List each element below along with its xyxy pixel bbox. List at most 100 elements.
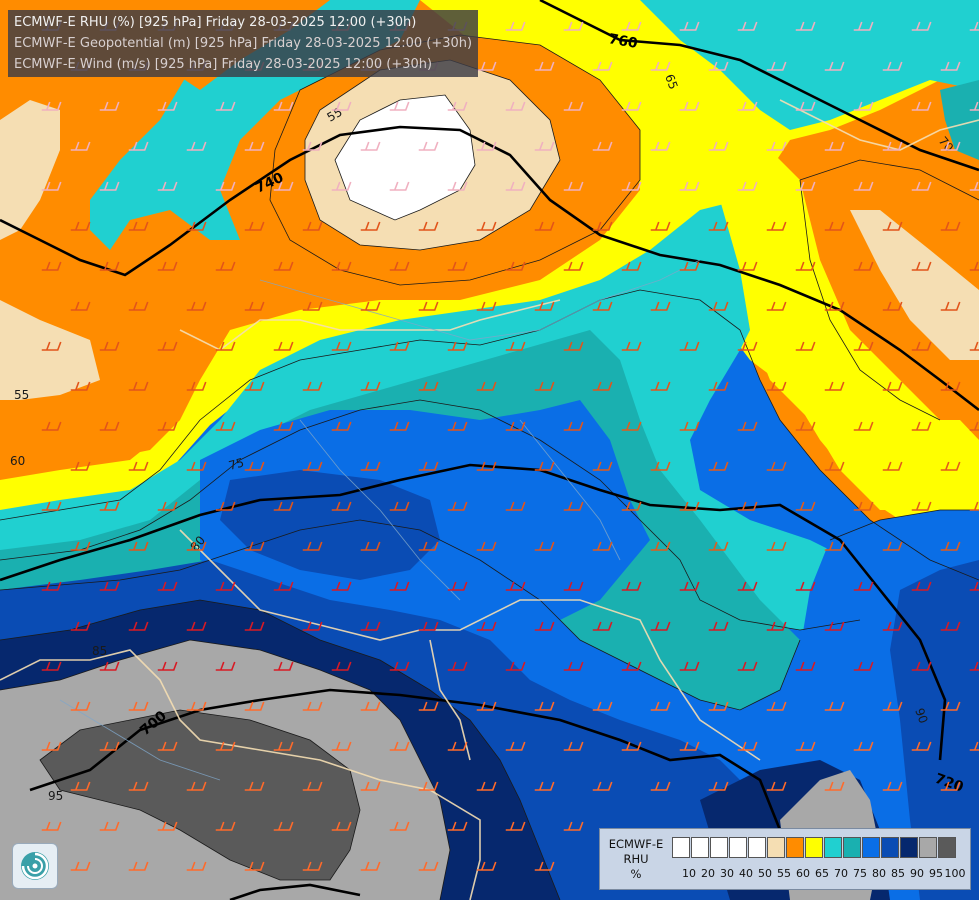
legend-swatch <box>824 837 842 858</box>
wind-barb <box>302 221 323 231</box>
wind-barb <box>969 181 979 191</box>
wind-barb <box>534 221 555 231</box>
wind-barb <box>737 101 758 111</box>
wind-barb <box>911 741 932 751</box>
wind-barb <box>766 621 787 631</box>
wind-barb <box>911 501 932 511</box>
wind-barb <box>563 341 584 351</box>
wind-barb <box>302 381 323 391</box>
wind-barb <box>853 101 874 111</box>
wind-barb <box>128 861 149 871</box>
wind-barb <box>99 421 120 431</box>
wind-barb <box>766 541 787 551</box>
wind-barb <box>563 741 584 751</box>
wind-barb <box>273 741 294 751</box>
wind-barb <box>128 141 149 151</box>
wind-barb <box>302 861 323 871</box>
wind-barb <box>853 341 874 351</box>
wind-barb <box>679 661 700 671</box>
ecmwf-logo <box>12 843 58 889</box>
wind-barb <box>679 501 700 511</box>
wind-barb <box>563 101 584 111</box>
wind-barb <box>650 221 671 231</box>
legend-swatch <box>710 837 728 858</box>
wind-barb <box>824 541 845 551</box>
wind-barb <box>70 461 91 471</box>
wind-barb <box>650 781 671 791</box>
wind-barb <box>476 541 497 551</box>
wind-barb <box>737 581 758 591</box>
wind-barb <box>70 781 91 791</box>
wind-barb <box>882 61 903 71</box>
wind-barb <box>911 101 932 111</box>
legend-tick: 70 <box>834 867 848 880</box>
wind-barb <box>157 501 178 511</box>
wind-barb <box>389 661 410 671</box>
wind-barb <box>99 581 120 591</box>
wind-barb <box>708 301 729 311</box>
wind-barb <box>99 261 120 271</box>
wind-barb <box>389 501 410 511</box>
wind-barb <box>969 341 979 351</box>
wind-barb <box>273 581 294 591</box>
wind-barb <box>360 221 381 231</box>
wind-barb <box>128 381 149 391</box>
wind-barb <box>360 541 381 551</box>
wind-barb <box>215 181 236 191</box>
wind-barb <box>708 381 729 391</box>
legend-tick: 75 <box>853 867 867 880</box>
wind-barb <box>476 701 497 711</box>
wind-barb <box>505 341 526 351</box>
wind-barb <box>940 141 961 151</box>
wind-barb <box>737 501 758 511</box>
wind-barb <box>563 661 584 671</box>
wind-barb <box>273 101 294 111</box>
wind-barb <box>737 421 758 431</box>
wind-barb <box>679 741 700 751</box>
wind-barb <box>505 741 526 751</box>
legend-tick: 10 <box>682 867 696 880</box>
map-header: ECMWF-E RHU (%) [925 hPa] Friday 28-03-2… <box>8 10 479 77</box>
wind-barb <box>331 101 352 111</box>
rhu-75-region-northeast <box>940 80 979 160</box>
wind-barb <box>244 541 265 551</box>
rivers <box>59 259 701 781</box>
wind-barb <box>534 621 555 631</box>
wind-barb <box>447 181 468 191</box>
wind-barb <box>824 221 845 231</box>
wind-barb <box>534 701 555 711</box>
wind-barb <box>882 141 903 151</box>
wind-barb <box>128 541 149 551</box>
legend-swatch <box>938 837 956 858</box>
wind-barb <box>679 421 700 431</box>
wind-barb <box>940 61 961 71</box>
wind-barb <box>186 381 207 391</box>
wind-barb <box>302 141 323 151</box>
wind-barb <box>911 181 932 191</box>
wind-barb <box>99 341 120 351</box>
wind-barb <box>476 301 497 311</box>
wind-barb <box>186 141 207 151</box>
wind-barb <box>969 421 979 431</box>
geopotential-760-line <box>539 0 979 172</box>
wind-barb <box>186 301 207 311</box>
wind-barb <box>157 101 178 111</box>
wind-barb <box>534 781 555 791</box>
wind-barb <box>882 781 903 791</box>
wind-barb <box>853 501 874 511</box>
wind-barb <box>795 341 816 351</box>
wind-barb <box>418 861 439 871</box>
wind-barb <box>128 221 149 231</box>
wind-barb <box>418 461 439 471</box>
wind-barb <box>621 661 642 671</box>
wind-barb <box>940 541 961 551</box>
wind-barb <box>505 421 526 431</box>
wind-barb <box>534 301 555 311</box>
wind-barb <box>215 501 236 511</box>
wind-barb <box>331 661 352 671</box>
wind-barb <box>853 181 874 191</box>
wind-barb <box>708 141 729 151</box>
wind-barb <box>505 661 526 671</box>
wind-barb <box>766 381 787 391</box>
wind-barb <box>853 421 874 431</box>
